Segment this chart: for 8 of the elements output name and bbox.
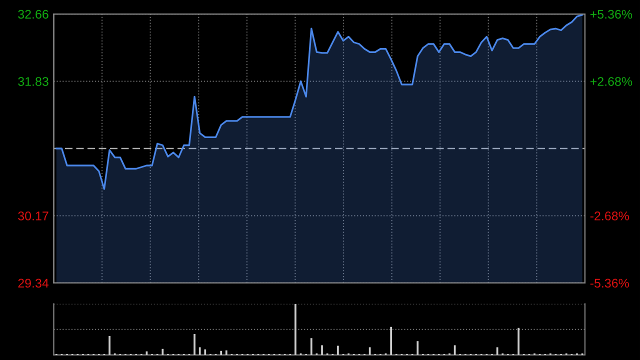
y-tick-label: 30.17: [18, 212, 48, 220]
y-tick-label: 32.66: [18, 10, 48, 19]
y2-tick-label: +5.36%: [590, 10, 632, 19]
y2-tick-label: -2.68%: [590, 212, 629, 220]
y2-tick-label: -5.36%: [590, 278, 629, 288]
y-tick-label: 29.34: [18, 278, 49, 288]
y-tick-label: 31.83: [18, 77, 48, 86]
y2-tick-label: +2.68%: [590, 77, 632, 86]
